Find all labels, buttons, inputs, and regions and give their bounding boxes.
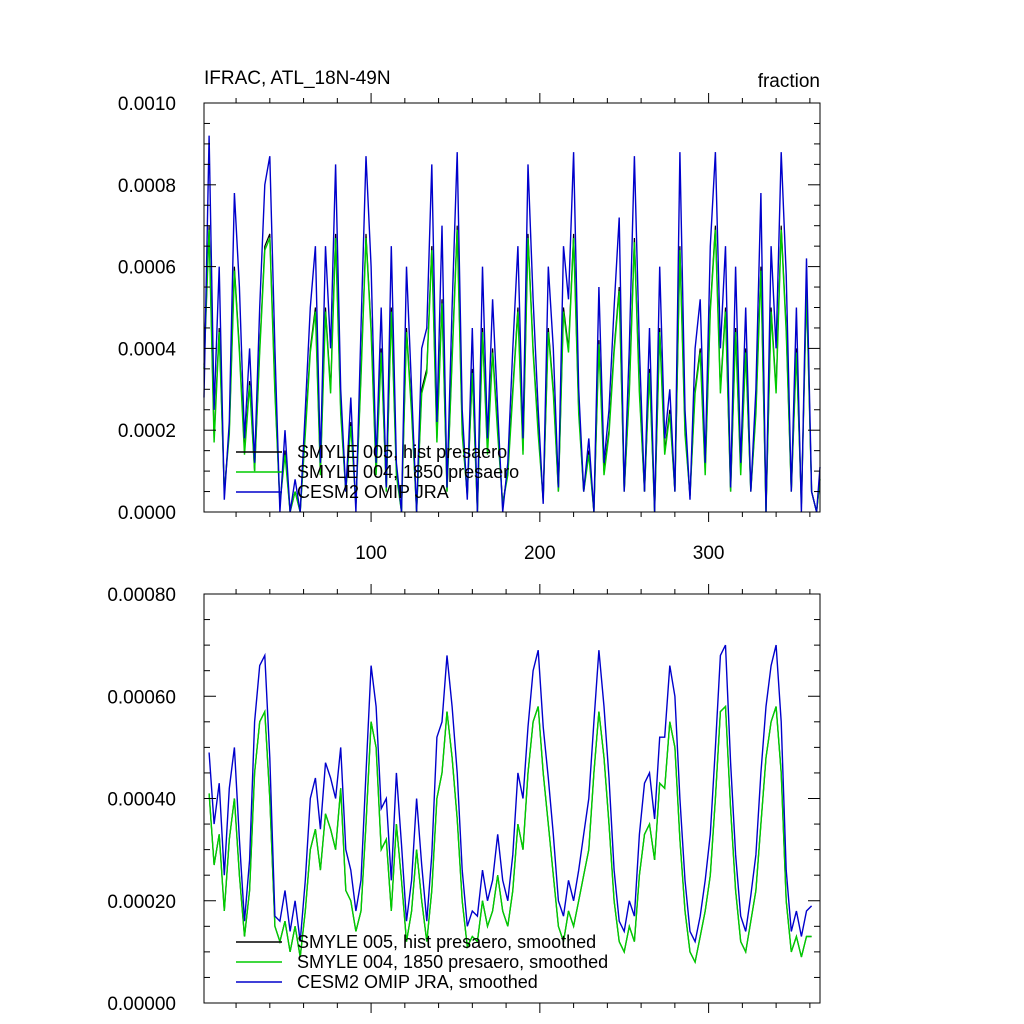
y-tick-label: 0.00080 (107, 585, 176, 606)
y-tick-label: 0.0006 (118, 258, 176, 279)
top-chart-title: IFRAC, ATL_18N-49N (204, 68, 391, 89)
legend-label: SMYLE 004, 1850 presaero (297, 462, 519, 482)
y-tick-label: 0.00060 (107, 687, 176, 708)
y-tick-label: 0.00000 (107, 994, 176, 1015)
y-tick-label: 0.00040 (107, 790, 176, 811)
series-line-1-3 (203, 135, 821, 513)
x-tick-label: 100 (355, 543, 387, 564)
legend-label: SMYLE 004, 1850 presaero, smoothed (297, 952, 608, 972)
top-panel: IFRAC, ATL_18N-49N fraction SMYLE 005, h… (118, 68, 821, 564)
x-tick-label: 200 (524, 543, 556, 564)
series-line-1-2 (203, 229, 821, 513)
series-line-2-3 (208, 644, 813, 944)
x-tick-label: 300 (693, 543, 725, 564)
legend-label: CESM2 OMIP JRA (297, 482, 449, 502)
y-tick-label: 0.00020 (107, 892, 176, 913)
bottom-panel: SMYLE 005, hist presaero, smoothedSMYLE … (107, 584, 821, 1015)
bottom-legend: SMYLE 005, hist presaero, smoothedSMYLE … (236, 932, 608, 992)
legend-label: SMYLE 005, hist presaero, smoothed (297, 932, 596, 952)
top-chart-units: fraction (758, 71, 820, 92)
y-tick-label: 0.0010 (118, 94, 176, 115)
y-tick-label: 0.0008 (118, 176, 176, 197)
y-tick-label: 0.0000 (118, 503, 176, 524)
legend-label: CESM2 OMIP JRA, smoothed (297, 972, 538, 992)
legend-label: SMYLE 005, hist presaero (297, 442, 507, 462)
y-tick-label: 0.0004 (118, 339, 177, 360)
y-tick-label: 0.0002 (118, 421, 176, 442)
series-line-2-2 (208, 704, 812, 965)
